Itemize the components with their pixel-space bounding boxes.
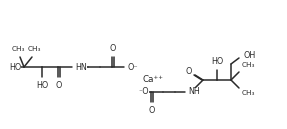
Text: ⁻O: ⁻O	[138, 87, 149, 96]
Text: CH₃: CH₃	[27, 46, 41, 52]
Text: HO: HO	[36, 81, 48, 90]
Text: HN: HN	[75, 62, 87, 71]
Text: O: O	[56, 81, 62, 90]
Text: CH₃: CH₃	[11, 46, 25, 52]
Text: Ca⁺⁺: Ca⁺⁺	[143, 75, 164, 84]
Text: O: O	[110, 44, 116, 53]
Text: O⁻: O⁻	[128, 62, 139, 71]
Text: OH: OH	[243, 51, 255, 61]
Text: NH: NH	[188, 87, 200, 96]
Text: CH₃: CH₃	[242, 62, 255, 68]
Text: O: O	[186, 67, 192, 76]
Text: O: O	[149, 106, 155, 115]
Text: HO: HO	[9, 62, 21, 71]
Text: CH₃: CH₃	[242, 90, 255, 96]
Text: HO: HO	[211, 57, 223, 66]
